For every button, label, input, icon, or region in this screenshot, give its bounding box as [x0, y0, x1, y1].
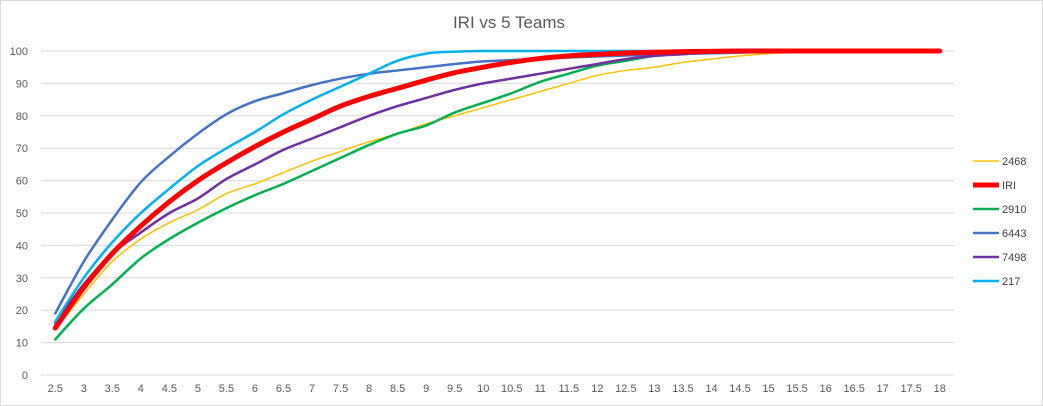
- legend-label: IRI: [1002, 180, 1016, 192]
- x-tick-label: 10.5: [501, 383, 522, 395]
- y-tick-label: 40: [16, 240, 28, 252]
- x-tick-label: 9: [423, 383, 429, 395]
- x-tick-label: 5: [195, 383, 201, 395]
- y-tick-label: 20: [16, 305, 28, 317]
- x-tick-label: 7.5: [333, 383, 348, 395]
- y-tick-label: 90: [16, 78, 28, 90]
- y-tick-label: 0: [22, 370, 28, 382]
- x-tick-label: 16: [819, 383, 831, 395]
- y-tick-label: 80: [16, 111, 28, 123]
- x-tick-label: 13: [648, 383, 660, 395]
- y-tick-label: 30: [16, 273, 28, 285]
- x-axis-tick-labels: 2.5 3 3.5 4 4.5 5 5.5 6 6.5 7 7.5 8 8.5 9 9.5 10 10.5 11 1…: [48, 383, 946, 395]
- legend: 2468 IRI 2910 6443 7498 217: [973, 156, 1026, 288]
- x-tick-label: 3: [81, 383, 87, 395]
- x-tick-label: 17: [877, 383, 889, 395]
- y-tick-label: 100: [10, 46, 28, 58]
- legend-label: 2910: [1002, 204, 1026, 216]
- x-tick-label: 4: [138, 383, 144, 395]
- series-line-6443: [54, 49, 941, 315]
- legend-label: 217: [1002, 276, 1020, 288]
- legend-label: 2468: [1002, 156, 1026, 168]
- x-tick-label: 5.5: [219, 383, 234, 395]
- x-tick-label: 15: [762, 383, 774, 395]
- gridlines: [41, 50, 954, 376]
- x-tick-label: 2.5: [48, 383, 63, 395]
- x-tick-label: 11.5: [559, 383, 580, 395]
- x-tick-label: 7: [309, 383, 315, 395]
- x-tick-label: 9.5: [447, 383, 462, 395]
- legend-label: 7498: [1002, 252, 1026, 264]
- legend-item-7498: 7498: [973, 252, 1026, 264]
- x-tick-label: 10: [477, 383, 489, 395]
- y-tick-label: 50: [16, 208, 28, 220]
- x-tick-label: 3.5: [105, 383, 120, 395]
- y-tick-label: 70: [16, 143, 28, 155]
- legend-item-217: 217: [973, 276, 1020, 288]
- y-tick-label: 60: [16, 176, 28, 188]
- x-tick-label: 6.5: [276, 383, 291, 395]
- x-tick-label: 8.5: [390, 383, 405, 395]
- legend-item-2468: 2468: [973, 156, 1026, 168]
- legend-item-6443: 6443: [973, 228, 1026, 240]
- x-tick-label: 14.5: [729, 383, 750, 395]
- y-tick-label: 10: [16, 338, 28, 350]
- y-axis-tick-labels: 0 10 20 30 40 50 60 70 80 90 100: [10, 46, 28, 382]
- x-tick-label: 11: [535, 383, 546, 395]
- x-tick-label: 6: [252, 383, 258, 395]
- x-tick-label: 12.5: [615, 383, 636, 395]
- x-tick-label: 8: [366, 383, 372, 395]
- x-tick-label: 12: [591, 383, 603, 395]
- chart-title: IRI vs 5 Teams: [453, 13, 565, 32]
- series-line-IRI: [52, 48, 943, 331]
- legend-label: 6443: [1002, 228, 1026, 240]
- x-tick-label: 16.5: [843, 383, 864, 395]
- x-tick-label: 14: [705, 383, 717, 395]
- x-tick-label: 17.5: [900, 383, 921, 395]
- x-tick-label: 13.5: [672, 383, 693, 395]
- series-lines: [52, 48, 943, 341]
- x-tick-label: 4.5: [162, 383, 177, 395]
- series-line-2910: [54, 49, 941, 341]
- x-tick-label: 15.5: [786, 383, 807, 395]
- legend-item-IRI: IRI: [973, 180, 1016, 192]
- legend-item-2910: 2910: [973, 204, 1026, 216]
- x-tick-label: 18: [934, 383, 946, 395]
